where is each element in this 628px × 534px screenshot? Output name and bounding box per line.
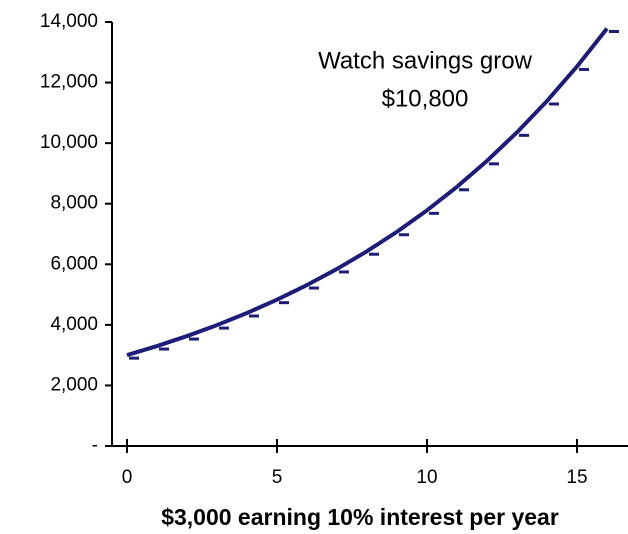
annotation: $10,800 — [382, 85, 469, 112]
y-tick-label: 12,000 — [40, 72, 98, 93]
x-tick-label: 10 — [416, 467, 437, 488]
x-tick-label: 15 — [566, 467, 587, 488]
y-tick-label: 14,000 — [40, 11, 98, 32]
y-tick-label: 10,000 — [40, 132, 98, 153]
line — [126, 27, 609, 358]
x-tick-label: 0 — [122, 467, 133, 488]
x-axis-label: $3,000 earning 10% interest per year — [161, 504, 559, 530]
x-tick-label: 5 — [272, 467, 283, 488]
y-tick-label: 4,000 — [50, 314, 98, 335]
y-tick-label: 2,000 — [50, 374, 98, 395]
y-tick-label: - — [92, 435, 98, 456]
annotation: Watch savings grow — [318, 47, 533, 74]
y-tick-label: 8,000 — [50, 193, 98, 214]
y-tick-label: 6,000 — [50, 253, 98, 274]
